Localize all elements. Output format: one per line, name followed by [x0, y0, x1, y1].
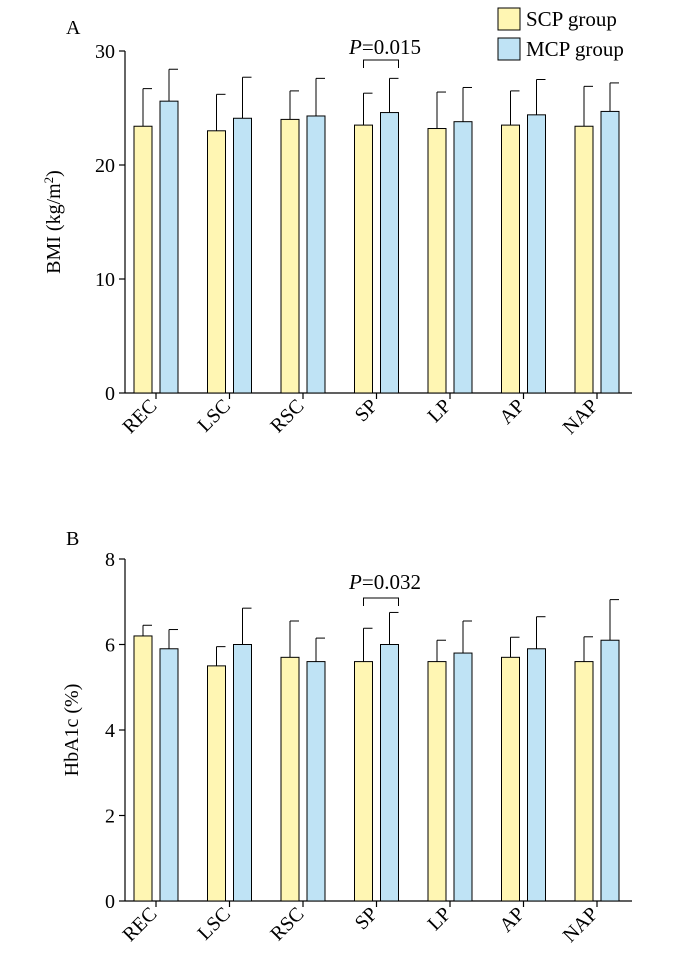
legend-swatch-mcp [497, 37, 521, 61]
panel-b-bar-mcp [380, 644, 399, 902]
panel-a-significance-bracket [363, 59, 399, 68]
panel-b-p-italic: P [348, 570, 362, 594]
panel-a-bar-scp [280, 118, 300, 394]
panel-b-bar-scp [354, 661, 373, 902]
panel-a-ylabel-main: BMI (kg/m [43, 183, 65, 274]
legend: SCP group MCP group [497, 7, 624, 61]
panel-b-bar-mcp [233, 644, 252, 902]
panel-b-bar-scp [280, 656, 300, 902]
panel-a-bar-scp [354, 124, 373, 394]
panel-a-ylabel-sup: 2 [41, 177, 56, 184]
panel-a-bar-mcp [600, 110, 620, 394]
panel-a-p-annotation: P=0.015 [348, 35, 421, 59]
panel-a-bar-mcp [233, 117, 252, 394]
panel-b-x-tick-label: LP [423, 903, 455, 935]
panel-a-x-tick-label: NAP [559, 395, 603, 439]
panel-a-x-tick-label: SP [351, 395, 382, 426]
panel-a-y-tick-label: 10 [95, 269, 115, 291]
panel-b-p-annotation: P=0.032 [348, 570, 421, 594]
panel-b-bar-mcp [306, 661, 326, 902]
panel-b-x-tick-label: NAP [559, 903, 603, 947]
panel-a-y-axis-label: BMI (kg/m2) [41, 170, 66, 274]
panel-a-p-value: =0.015 [362, 35, 421, 59]
panel-a-bar-scp [133, 125, 153, 394]
panel-b-bar-scp [133, 635, 153, 902]
panel-a-x-tick-label: REC [118, 395, 161, 438]
panel-b-bar-scp [501, 656, 520, 902]
panel-b-significance-bracket [363, 597, 399, 606]
panel-b-bar-mcp [159, 648, 179, 902]
panel-b-bar-scp [207, 665, 226, 902]
panel-a-bar-scp [501, 124, 520, 394]
panel-b-bar-scp [574, 661, 594, 902]
panel-a-bmi-chart: A BMI (kg/m2) P=0.015 0 10 20 30 REC LSC RSC SP… [41, 17, 632, 439]
panel-a-y-tick-label: 20 [95, 155, 115, 177]
panel-b-x-tick-label: AP [495, 903, 529, 937]
panel-a-y-tick-label: 0 [105, 383, 115, 405]
panel-b-y-tick-label: 4 [105, 720, 115, 742]
panel-a-bar-mcp [380, 112, 399, 394]
panel-a-x-tick-label: AP [495, 395, 529, 429]
panel-b-x-tick-label: LSC [194, 903, 235, 944]
panel-b-bar-mcp [527, 648, 546, 902]
panel-b-bar-mcp [453, 652, 473, 902]
panel-b-hba1c-chart: B HbA1c (%) P=0.032 0 2 4 6 8 REC LSC RSC SP LP AP… [61, 528, 632, 947]
panel-a-x-tick-label: LSC [194, 395, 235, 436]
legend-label-scp: SCP group [526, 7, 617, 31]
panel-b-p-value: =0.032 [362, 570, 421, 594]
panel-b-y-axis-label: HbA1c (%) [61, 684, 83, 777]
panel-a-bar-mcp [306, 115, 326, 394]
panel-a-bar-mcp [453, 121, 473, 394]
panel-b-bar-mcp [600, 639, 620, 902]
panel-a-y-tick-label: 30 [95, 41, 115, 63]
panel-a-bar-scp [207, 130, 226, 394]
panel-b-x-tick-label: REC [118, 903, 161, 946]
panel-a-bar-mcp [527, 114, 546, 394]
panel-b-y-tick-label: 0 [105, 891, 115, 913]
panel-b-y-tick-label: 8 [105, 549, 115, 571]
panel-a-bar-scp [427, 128, 447, 394]
panel-b-y-tick-label: 6 [105, 635, 115, 657]
panel-a-x-tick-label: LP [423, 395, 455, 427]
panel-b-x-tick-label: SP [351, 903, 382, 934]
panel-a-letter: A [66, 17, 81, 39]
panel-a-bar-mcp [159, 100, 179, 394]
panel-a-p-italic: P [348, 35, 362, 59]
panel-a-ylabel-close: ) [43, 170, 65, 177]
panel-a-bar-scp [574, 125, 594, 394]
panel-a-x-tick-label: RSC [266, 395, 308, 437]
panel-b-bar-scp [427, 661, 447, 902]
legend-label-mcp: MCP group [526, 37, 624, 61]
panel-b-y-tick-label: 2 [105, 806, 115, 828]
legend-swatch-scp [497, 7, 521, 31]
panel-b-letter: B [66, 528, 79, 550]
panel-b-x-tick-label: RSC [266, 903, 308, 945]
